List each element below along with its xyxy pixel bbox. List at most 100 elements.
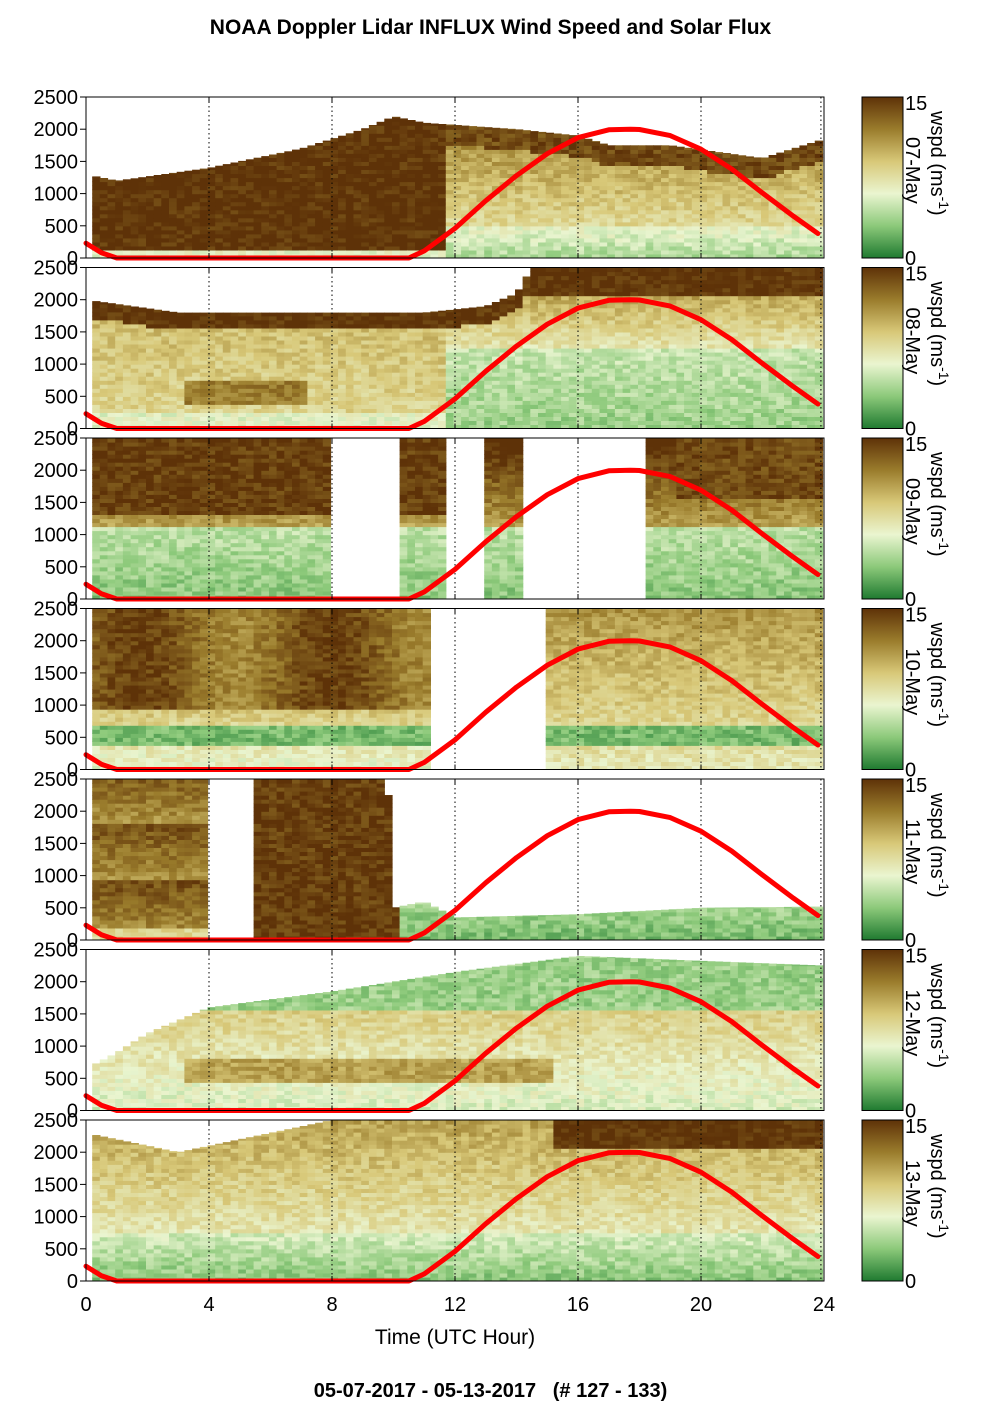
y-tick-label: 2000 [34, 119, 79, 141]
wind-speed-field [92, 267, 824, 429]
y-tick-label: 2000 [34, 631, 79, 653]
colorbar-min-label: 0 [905, 1271, 916, 1293]
unit-exponent: -1 [936, 879, 952, 892]
panel-08-may: 0 500 1000 1500 2000 2500 15 0 08-May wspd (ms-1) [34, 258, 953, 441]
panel-09-may: 0 500 1000 1500 2000 2500 15 0 09-May wspd (ms-1) [34, 428, 953, 611]
panel-12-may: 0 500 1000 1500 2000 2500 15 0 12-May wspd (ms-1) [34, 940, 953, 1123]
unit-exponent: -1 [936, 1049, 952, 1062]
colorbar-unit-label: wspd (ms-1) [926, 451, 952, 557]
unit-close: ) [926, 1062, 948, 1069]
colorbar-gradient [861, 778, 904, 941]
colorbar: 15 0 07-May wspd (ms-1) [861, 93, 952, 270]
y-tick-label: 2000 [34, 290, 79, 312]
panel-13-may: 0 500 1000 1500 2000 2500 15 0 13-May wspd (ms-1) [34, 1110, 953, 1293]
y-tick-label: 1500 [34, 1004, 79, 1026]
colorbar: 15 0 11-May wspd (ms-1) [861, 775, 952, 952]
colorbar: 15 0 09-May wspd (ms-1) [861, 434, 952, 611]
y-tick-label: 0 [67, 589, 78, 611]
wind-speed-field [92, 779, 824, 940]
colorbar-unit-label: wspd (ms-1) [926, 963, 952, 1069]
x-tick-label: 20 [690, 1294, 712, 1316]
y-tick-label: 500 [45, 898, 78, 920]
y-tick-label: 0 [67, 248, 78, 270]
y-tick-label: 2500 [34, 258, 79, 280]
panel-date-label: 12-May [901, 990, 923, 1057]
y-tick-label: 2500 [34, 1110, 79, 1132]
y-tick-label: 500 [45, 1239, 78, 1261]
panel-date-label: 13-May [901, 1160, 923, 1227]
panel-date-label: 09-May [901, 478, 923, 545]
y-tick-label: 500 [45, 727, 78, 749]
y-tick-label: 2500 [34, 940, 79, 962]
colorbar-max-label: 15 [905, 605, 927, 627]
colorbar-gradient [861, 96, 904, 259]
unit-exponent: -1 [936, 708, 952, 721]
colorbar-max-label: 15 [905, 775, 927, 797]
unit-close: ) [926, 550, 948, 557]
y-tick-label: 500 [45, 216, 78, 238]
wind-speed-field [92, 438, 824, 599]
colorbar-gradient [861, 267, 904, 429]
y-tick-label: 1500 [34, 1174, 79, 1196]
y-tick-label: 0 [67, 760, 78, 782]
wind-speed-field [92, 1120, 824, 1281]
y-tick-label: 2500 [34, 428, 79, 450]
x-tick-label: 0 [80, 1294, 91, 1316]
y-tick-label: 1000 [34, 525, 79, 547]
unit-exponent: -1 [936, 1220, 952, 1233]
x-tick-label: 24 [813, 1294, 835, 1316]
y-tick-label: 0 [67, 419, 78, 441]
unit-close: ) [926, 1232, 948, 1239]
colorbar-min-label: 0 [905, 930, 916, 952]
colorbar-gradient [861, 608, 904, 770]
colorbar-min-label: 0 [905, 1101, 916, 1123]
colorbar-min-label: 0 [905, 589, 916, 611]
colorbar-max-label: 15 [905, 1116, 927, 1138]
unit-exponent: -1 [936, 538, 952, 551]
colorbar-max-label: 15 [905, 264, 927, 286]
x-tick-label: 12 [444, 1294, 466, 1316]
colorbar: 15 0 12-May wspd (ms-1) [861, 946, 952, 1123]
x-tick-label: 16 [567, 1294, 589, 1316]
colorbar-unit-label: wspd (ms-1) [926, 792, 952, 898]
y-tick-label: 1000 [34, 1207, 79, 1229]
colorbar-unit-label: wspd (ms-1) [926, 110, 952, 216]
y-tick-label: 500 [45, 386, 78, 408]
y-tick-label: 1000 [34, 866, 79, 888]
wind-speed-field [92, 956, 824, 1111]
y-tick-label: 0 [67, 930, 78, 952]
colorbar: 15 0 08-May wspd (ms-1) [861, 264, 952, 441]
x-tick-label: 4 [203, 1294, 214, 1316]
y-tick-label: 2500 [34, 87, 79, 109]
y-tick-label: 1000 [34, 1036, 79, 1058]
panel-date-label: 10-May [901, 649, 923, 716]
panel-date-label: 11-May [901, 819, 923, 884]
unit-close: ) [926, 209, 948, 216]
wind-speed-field [92, 116, 824, 258]
unit-exponent: -1 [936, 367, 952, 380]
unit-close: ) [926, 891, 948, 898]
colorbar-max-label: 15 [905, 93, 927, 115]
y-tick-label: 500 [45, 1068, 78, 1090]
unit-exponent: -1 [936, 197, 952, 210]
colorbar-max-label: 15 [905, 946, 927, 968]
y-tick-label: 1000 [34, 184, 79, 206]
panel-date-label: 08-May [901, 308, 923, 375]
y-tick-label: 500 [45, 557, 78, 579]
panel-07-may: 0 500 1000 1500 2000 2500 15 0 07-May wspd (ms-1) [34, 87, 953, 270]
y-tick-label: 1500 [34, 322, 79, 344]
y-tick-label: 1000 [34, 695, 79, 717]
y-tick-label: 0 [67, 1101, 78, 1123]
panel-11-may: 0 500 1000 1500 2000 2500 15 0 11-May wspd (ms-1) [34, 769, 953, 952]
y-tick-label: 2000 [34, 1142, 79, 1164]
panel-10-may: 0 500 1000 1500 2000 2500 15 0 10-May wspd (ms-1) [34, 599, 953, 782]
colorbar-unit-label: wspd (ms-1) [926, 1133, 952, 1239]
colorbar: 15 0 13-May wspd (ms-1) [861, 1116, 952, 1293]
colorbar-gradient [861, 1119, 904, 1282]
wind-speed-field [92, 608, 824, 770]
colorbar-unit-label: wspd (ms-1) [926, 622, 952, 728]
unit-close: ) [926, 721, 948, 728]
colorbar-min-label: 0 [905, 760, 916, 782]
y-tick-label: 1500 [34, 151, 79, 173]
